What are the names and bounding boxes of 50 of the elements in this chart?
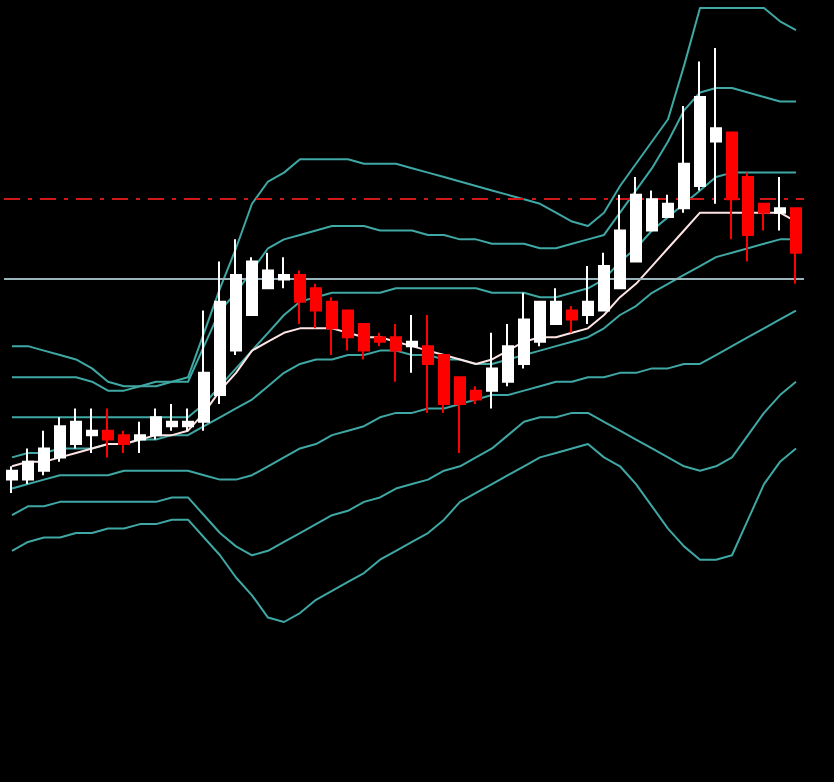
- candlestick: [710, 47, 722, 205]
- candlestick: [406, 314, 418, 374]
- candlestick: [230, 238, 242, 357]
- candlestick: [646, 189, 658, 232]
- candlestick: [502, 322, 514, 388]
- candlestick: [182, 407, 194, 432]
- candlestick: [22, 447, 34, 486]
- candlestick: [630, 176, 642, 263]
- candlestick: [6, 465, 18, 494]
- candlestick: [326, 296, 338, 357]
- candlestick: [86, 407, 98, 454]
- candlestick: [246, 256, 258, 316]
- candlestick: [566, 305, 578, 334]
- candlestick: [214, 260, 226, 405]
- candlestick: [198, 309, 210, 432]
- candlestick: [262, 251, 274, 290]
- candlestick: [694, 60, 706, 192]
- candlestick: [486, 331, 498, 410]
- candlestick: [742, 171, 754, 263]
- candlestick: [534, 300, 546, 348]
- candlestick: [310, 282, 322, 330]
- candlestick: [54, 416, 66, 463]
- candlestick: [374, 331, 386, 348]
- candlestick: [38, 429, 50, 477]
- candlestick: [390, 322, 402, 383]
- candlestick: [118, 429, 130, 454]
- candlestick: [166, 402, 178, 432]
- candlestick: [598, 251, 610, 312]
- candlestick: [774, 176, 786, 232]
- candlestick: [134, 420, 146, 454]
- candlestick: [662, 193, 674, 219]
- candlestick: [758, 202, 770, 232]
- candlestick: [550, 287, 562, 325]
- candlestick: [470, 385, 482, 405]
- candlestick: [726, 131, 738, 241]
- candlestick: [102, 407, 114, 459]
- candlestick: [518, 291, 530, 370]
- candlestick: [790, 207, 802, 285]
- candlestick: [70, 407, 82, 450]
- candlestick: [358, 322, 370, 361]
- candlestick: [582, 265, 594, 325]
- candlestick: [342, 309, 354, 352]
- candlestick: [422, 314, 434, 414]
- candlestick: [294, 269, 306, 325]
- candlestick: [678, 104, 690, 214]
- candlestick: [150, 407, 162, 441]
- candlestick: [278, 256, 290, 290]
- candlestick: [454, 376, 466, 454]
- candlestick: [438, 354, 450, 414]
- candlestick: [614, 193, 626, 290]
